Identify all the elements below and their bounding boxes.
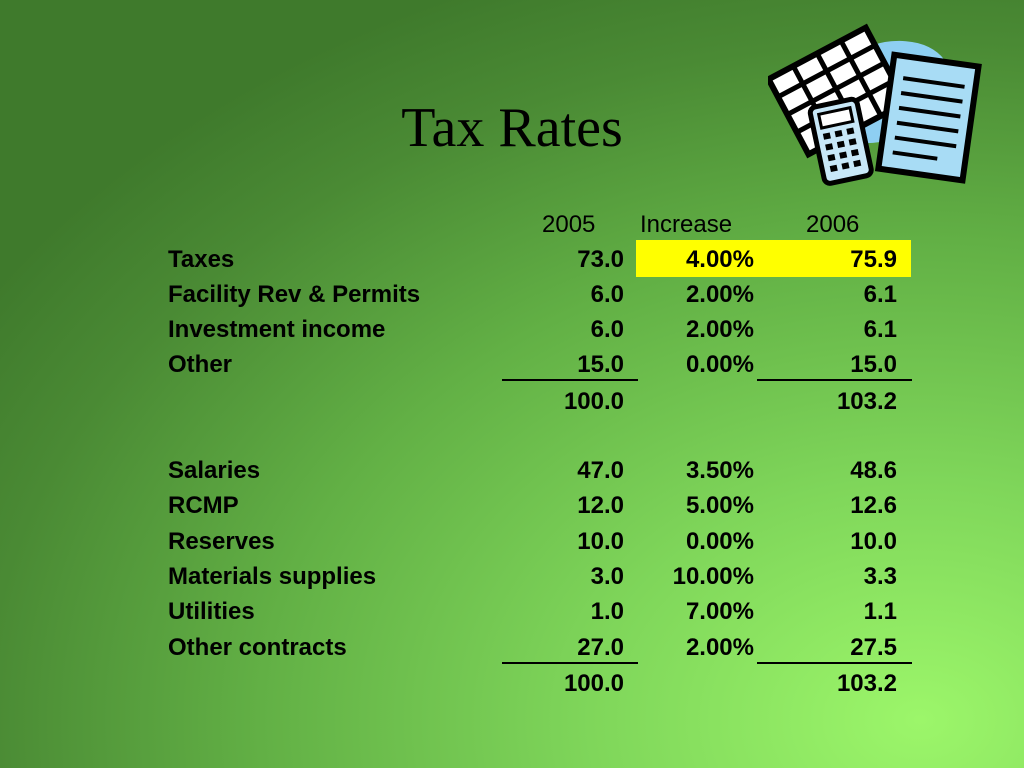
row-2005: 12.0 <box>577 492 624 519</box>
header-2005: 2005 <box>542 211 596 238</box>
row-increase: 0.00% <box>685 528 754 555</box>
revenue-total-2006: 103.2 <box>836 388 897 415</box>
row-2006: 6.1 <box>863 316 897 343</box>
row-2005: 15.0 <box>577 351 624 378</box>
row-increase: 10.00% <box>672 563 754 590</box>
row-label: Materials supplies <box>168 563 377 590</box>
row-label: Other <box>168 351 233 378</box>
row-2005: 27.0 <box>577 634 624 661</box>
expenses-total-2005: 100.0 <box>563 670 624 697</box>
row-2006: 15.0 <box>850 351 897 378</box>
row-2005: 73.0 <box>577 246 624 273</box>
row-2006: 48.6 <box>850 457 897 484</box>
revenue-underline-2005 <box>502 379 638 381</box>
slide-title: Tax Rates <box>401 97 623 159</box>
row-2005: 3.0 <box>590 563 624 590</box>
row-2005: 1.0 <box>590 598 624 625</box>
row-label: Salaries <box>168 457 261 484</box>
row-increase: 5.00% <box>685 492 754 519</box>
row-increase: 2.00% <box>685 281 754 308</box>
row-increase: 7.00% <box>685 598 754 625</box>
row-2005: 6.0 <box>590 281 624 308</box>
header-2006: 2006 <box>806 211 860 238</box>
revenue-total-2005: 100.0 <box>563 388 624 415</box>
row-label: Reserves <box>168 528 275 555</box>
row-2005: 6.0 <box>590 316 624 343</box>
row-2006: 1.1 <box>863 598 897 625</box>
row-label: Taxes <box>168 246 235 273</box>
row-label: Facility Rev & Permits <box>168 281 421 308</box>
row-increase: 3.50% <box>685 457 754 484</box>
row-2005: 47.0 <box>577 457 624 484</box>
row-2006: 3.3 <box>863 563 897 590</box>
header-increase: Increase <box>640 211 733 238</box>
row-label: RCMP <box>168 492 239 519</box>
row-increase: 4.00% <box>685 246 754 273</box>
row-2006: 12.6 <box>850 492 897 519</box>
row-increase: 0.00% <box>685 351 754 378</box>
row-increase: 2.00% <box>685 634 754 661</box>
calculator-spreadsheet-icon <box>768 23 982 186</box>
row-2006: 6.1 <box>863 281 897 308</box>
taxes-highlight <box>636 240 911 277</box>
row-increase: 2.00% <box>685 316 754 343</box>
revenue-underline-2006 <box>757 379 912 381</box>
row-label: Utilities <box>168 598 255 625</box>
row-label: Investment income <box>168 316 386 343</box>
expenses-underline-2005 <box>502 662 638 664</box>
row-2006: 10.0 <box>850 528 897 555</box>
row-2006: 75.9 <box>850 246 897 273</box>
row-2005: 10.0 <box>577 528 624 555</box>
expenses-total-2006: 103.2 <box>836 670 897 697</box>
row-label: Other contracts <box>168 634 347 661</box>
expenses-underline-2006 <box>757 662 912 664</box>
row-2006: 27.5 <box>850 634 897 661</box>
